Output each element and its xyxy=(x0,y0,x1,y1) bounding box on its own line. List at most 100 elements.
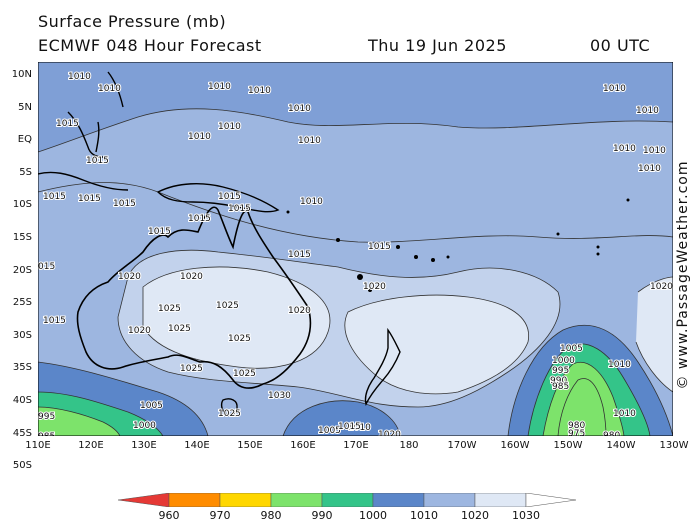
legend-value: 1000 xyxy=(359,509,387,522)
forecast-time: 00 UTC xyxy=(590,36,651,55)
legend-value: 1020 xyxy=(461,509,489,522)
isobar-label: 1010 xyxy=(638,164,661,174)
isobar-label: 1005 xyxy=(318,426,341,436)
isobar-label: 1015 xyxy=(43,192,66,202)
lat-label: 30S xyxy=(12,329,32,341)
isobar-label: 995 xyxy=(38,412,55,422)
isobar-label: 1015 xyxy=(148,227,171,237)
lon-label: 110E xyxy=(25,440,51,451)
legend-swatch xyxy=(423,493,476,507)
legend-value: 1010 xyxy=(410,509,438,522)
australia-coastline xyxy=(76,206,312,389)
isobar-label-layer: 1010 1010 1010 1010 1010 1010 1010 1010 1010 1010… xyxy=(38,71,673,436)
isobar-label: 980 xyxy=(603,431,620,436)
isobar-label: 1010 xyxy=(300,197,323,207)
lon-label: 160E xyxy=(290,440,316,451)
legend-swatch xyxy=(118,493,170,507)
pacific-islands xyxy=(286,198,630,292)
isobar-label: 015 xyxy=(38,262,55,272)
isobar-label: 1010 xyxy=(636,106,659,116)
legend-swatch xyxy=(219,493,272,507)
lon-label: 140E xyxy=(184,440,210,451)
isobar-label: 1025 xyxy=(218,409,241,419)
isobar-label: 985 xyxy=(38,432,55,436)
isobar-label: 1010 xyxy=(188,132,211,142)
legend-value: 970 xyxy=(209,509,231,522)
isobar-label: 1010 xyxy=(288,104,311,114)
lon-label: 140W xyxy=(606,440,636,451)
isobar-label: 1020 xyxy=(650,282,673,292)
isobar-label: 1010 xyxy=(298,136,321,146)
isobar-label: 1005 xyxy=(140,401,163,411)
lon-label: 170W xyxy=(447,440,477,451)
lat-label: 25S xyxy=(12,297,32,309)
isobar-label: 1020 xyxy=(128,326,151,336)
isobar-label: 1010 xyxy=(613,409,636,419)
lat-label: 20S xyxy=(12,264,32,276)
lon-label: 150W xyxy=(553,440,583,451)
isobar-label: 1015 xyxy=(86,156,109,166)
isobar-label: 1015 xyxy=(56,119,79,129)
isobar-label: 1010 xyxy=(98,84,121,94)
isobar-label: 1020 xyxy=(378,430,401,436)
lat-label: EQ xyxy=(17,134,32,146)
lat-label: 35S xyxy=(12,362,32,374)
isobar-label: 1015 xyxy=(113,199,136,209)
pressure-low-south-1010 xyxy=(283,400,400,436)
pressure-map: 1010 1010 1010 1010 1010 1010 1010 1010 1010 1010… xyxy=(38,62,673,436)
pressure-high-core-west xyxy=(143,267,330,369)
lon-label: 180 xyxy=(399,440,419,451)
isobar-lines xyxy=(38,108,673,436)
pressure-low-se-990 xyxy=(543,362,624,436)
isobar-label: 985 xyxy=(552,382,569,392)
legend-value: 960 xyxy=(158,509,180,522)
legend-swatch xyxy=(321,493,374,507)
legend-value: 1030 xyxy=(512,509,540,522)
new-guinea-coastline xyxy=(156,183,280,213)
isobar-label: 1015 xyxy=(78,194,101,204)
new-zealand-coastline xyxy=(364,327,401,407)
isobar-label: 1010 xyxy=(603,84,626,94)
isobar-label: 1010 xyxy=(218,122,241,132)
credit-watermark: © www.PassageWeather.com xyxy=(668,150,698,400)
isobar-label: 1000 xyxy=(133,421,156,431)
isobar-label: 1020 xyxy=(363,282,386,292)
isobar-label: 1015 xyxy=(188,214,211,224)
isobar-label: 1025 xyxy=(180,364,203,374)
legend-end-arrow xyxy=(525,493,577,507)
lat-label: 5S xyxy=(19,166,32,178)
legend-swatch xyxy=(168,493,221,507)
pressure-high-east xyxy=(636,277,673,392)
isobar-label: 1020 xyxy=(288,306,311,316)
lon-label: 130E xyxy=(131,440,157,451)
isobar-label: 1010 xyxy=(608,360,631,370)
lat-label: 10N xyxy=(11,69,32,80)
isobar-label: 1015 xyxy=(338,422,361,432)
isobar-label: 1025 xyxy=(168,324,191,334)
pressure-band-1010-north xyxy=(38,62,673,152)
isobar-label: 1010 xyxy=(348,423,371,433)
isobar-label: 1005 xyxy=(560,344,583,354)
isobar-label: 1015 xyxy=(368,242,391,252)
lat-label: 50S xyxy=(12,460,32,472)
lon-label: 170E xyxy=(343,440,369,451)
isobar-label: 990 xyxy=(550,376,567,386)
lon-label: 120E xyxy=(78,440,104,451)
legend-swatch xyxy=(372,493,425,507)
isobar-label: 1025 xyxy=(158,304,181,314)
lat-label: 40S xyxy=(12,395,32,406)
isobar-label: 1020 xyxy=(180,272,203,282)
isobar-label: 1025 xyxy=(216,301,239,311)
lon-label: 150E xyxy=(237,440,263,451)
forecast-model: ECMWF 048 Hour Forecast xyxy=(38,36,262,55)
isobar-label: 1015 xyxy=(43,316,66,326)
isobar-label: 1030 xyxy=(268,391,291,401)
isobar-label: 1010 xyxy=(248,86,271,96)
isobar-label: 1010 xyxy=(68,72,91,82)
isobar-label: 995 xyxy=(552,366,569,376)
map-title: Surface Pressure (mb) xyxy=(38,12,227,31)
tasmania-coastline xyxy=(220,398,238,417)
lat-label: 15S xyxy=(12,232,32,243)
maritime-asia-coastline xyxy=(38,71,129,191)
isobar-label: 980 xyxy=(568,421,585,431)
